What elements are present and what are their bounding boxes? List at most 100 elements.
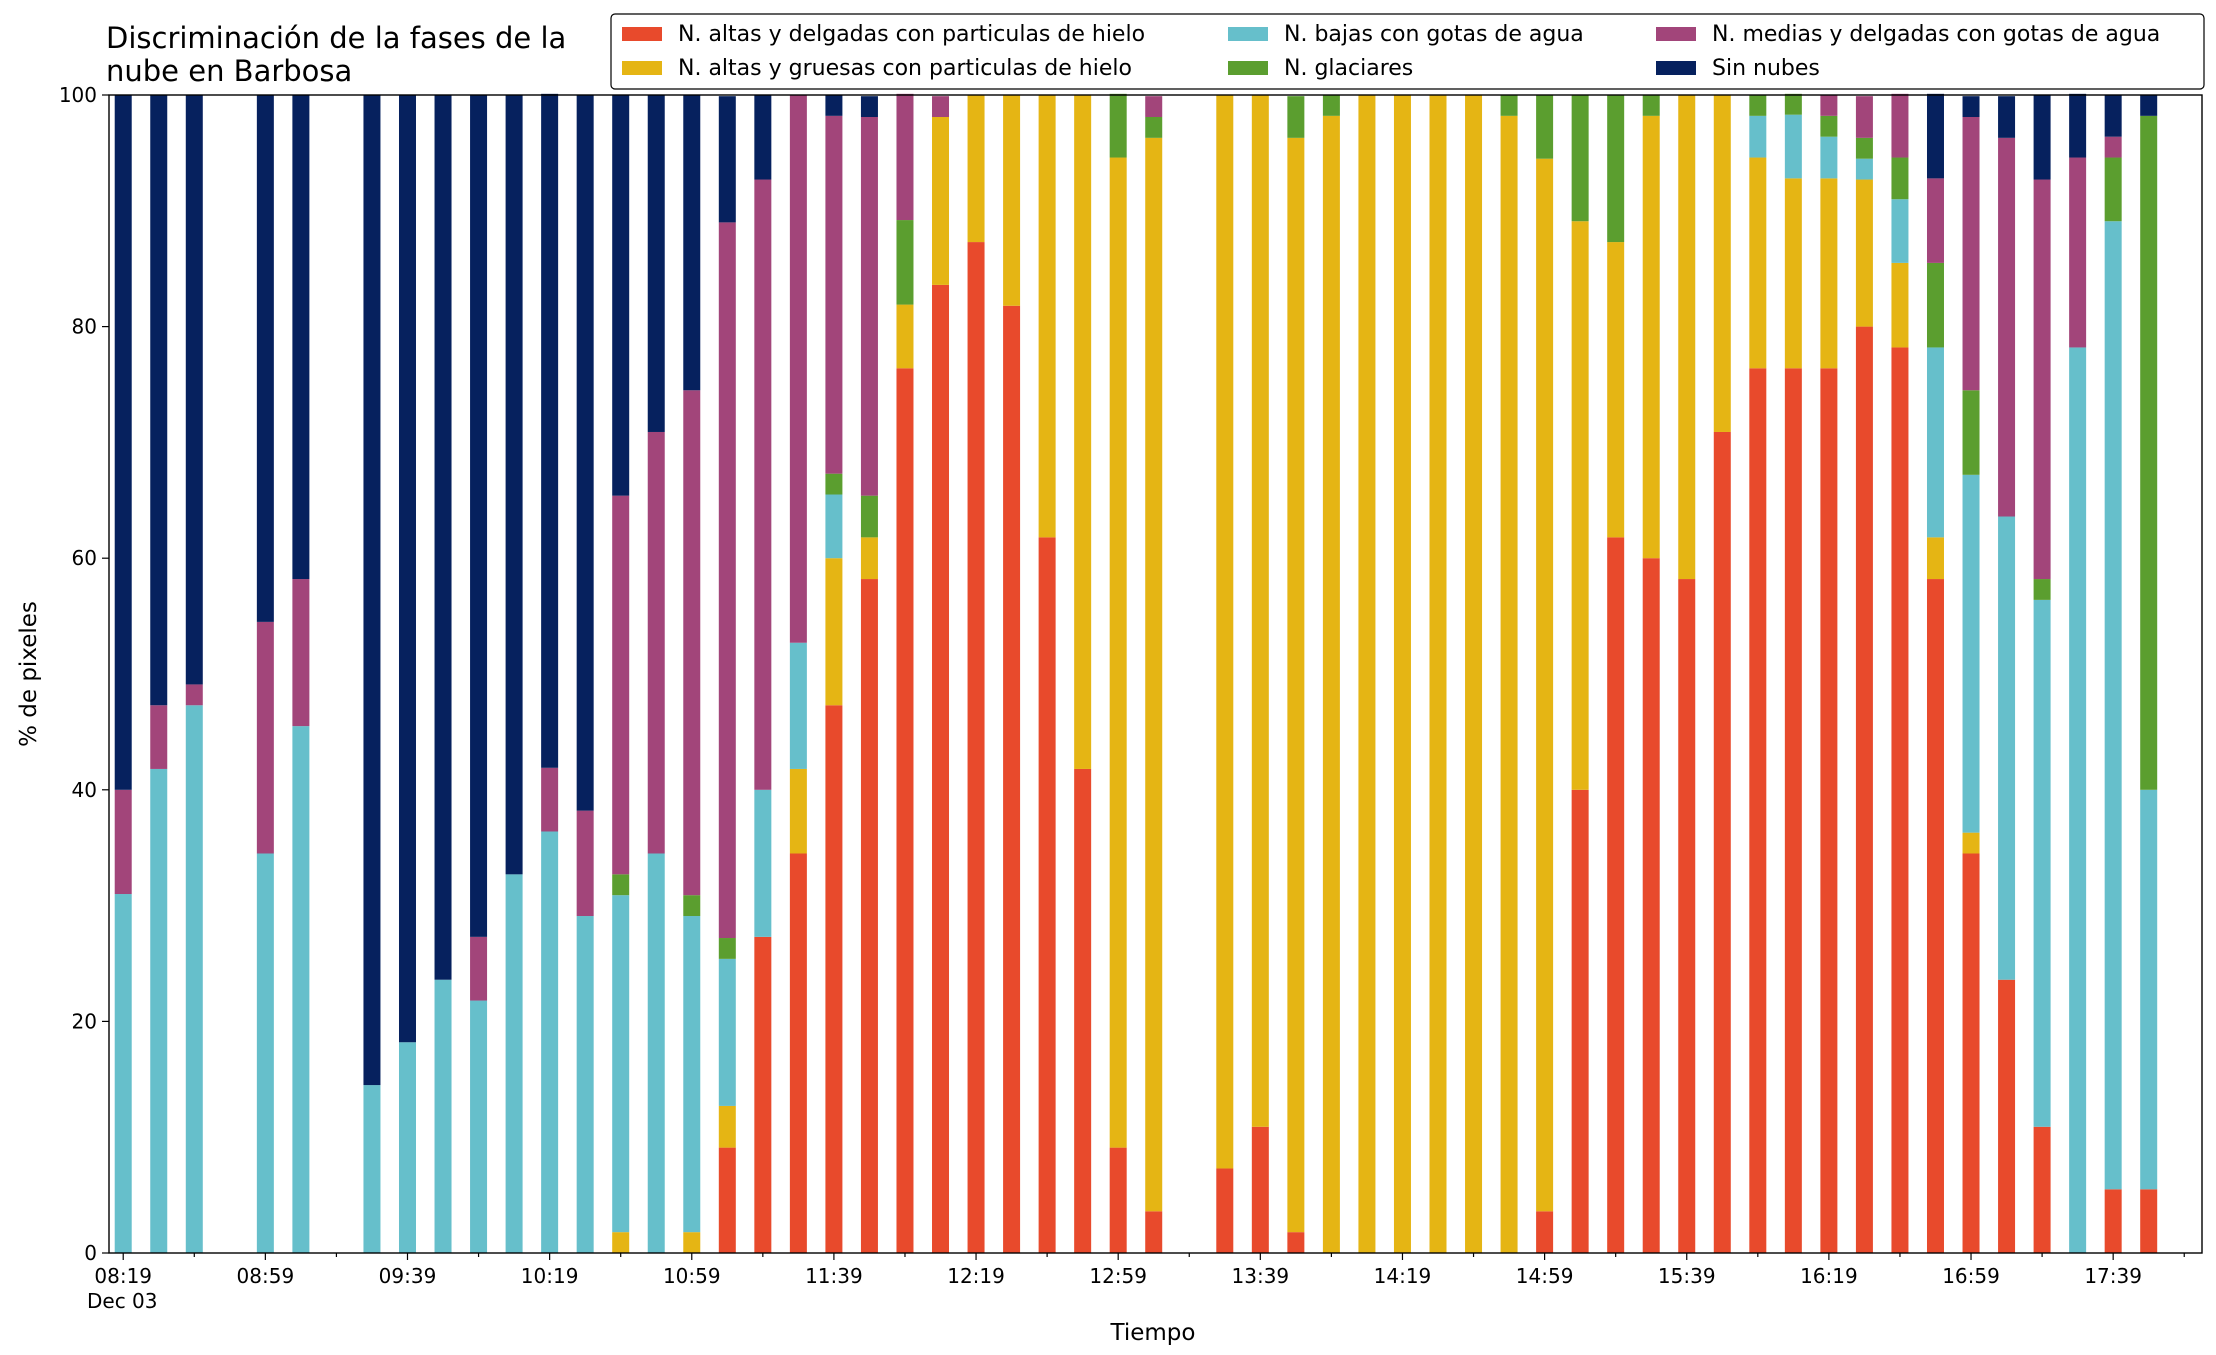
bar-segment	[683, 95, 701, 391]
bar-segment	[1926, 93, 1944, 179]
bar-segment	[185, 705, 203, 1253]
bar-segment	[1962, 96, 1980, 118]
bar-segment	[612, 874, 630, 896]
x-date-label: Dec 03	[87, 1289, 158, 1313]
bar-segment	[1322, 115, 1340, 1254]
bar-segment	[896, 93, 914, 221]
bar-segment	[1003, 305, 1021, 1254]
bar-segment	[292, 95, 310, 580]
y-tick-label: 100	[59, 83, 97, 107]
bar-segment	[541, 767, 559, 832]
bar-segment	[612, 95, 630, 496]
y-axis-label: % de pixeles	[16, 601, 42, 747]
bar-segment	[1998, 137, 2016, 517]
bar-segment	[363, 95, 381, 1086]
bar-segment	[1642, 95, 1660, 116]
bar-segment	[1429, 95, 1447, 1253]
bar-segment	[896, 368, 914, 1254]
legend-box	[610, 13, 2205, 90]
bar-segment	[932, 96, 950, 118]
bar-segment	[1536, 158, 1554, 1212]
bar-segment	[683, 390, 701, 896]
y-tick-label: 40	[72, 778, 97, 802]
bar-segment	[1891, 262, 1909, 348]
bar-segment	[1962, 832, 1980, 854]
bar-segment	[1926, 178, 1944, 263]
bar-segment	[505, 95, 523, 875]
legend-swatch	[1656, 61, 1696, 75]
bar-segment	[1642, 115, 1660, 559]
bar-segment	[1855, 326, 1873, 1254]
bar-segment	[825, 494, 843, 559]
bar-segment	[1571, 789, 1589, 1253]
bar-segment	[256, 95, 274, 622]
bar-segment	[1784, 368, 1802, 1254]
bar-segment	[2104, 1189, 2122, 1253]
bar-segment	[1855, 179, 1873, 327]
bar-segment	[1607, 95, 1625, 243]
x-tick-label: 13:39	[1232, 1264, 1290, 1288]
bar-segment	[1926, 347, 1944, 538]
x-tick-label: 16:59	[1942, 1264, 2000, 1288]
legend-label: N. bajas con gotas de agua	[1284, 22, 1584, 47]
bar-segment	[1820, 368, 1838, 1254]
x-tick-label: 15:39	[1658, 1264, 1716, 1288]
bar-segment	[292, 726, 310, 1253]
bar-segment	[789, 853, 807, 1253]
bar-segment	[683, 916, 701, 1233]
bar-segment	[754, 179, 772, 790]
bar-segment	[1251, 1126, 1269, 1253]
bar-segment	[1855, 137, 1873, 159]
bar-segment	[1891, 93, 1909, 158]
bar-segment	[1216, 1168, 1234, 1253]
x-tick-label: 16:19	[1800, 1264, 1858, 1288]
bar-segment	[718, 96, 736, 223]
legend-label: N. glaciares	[1284, 56, 1413, 81]
bar-segment	[2104, 157, 2122, 222]
bar-segment	[2033, 95, 2051, 180]
legend-label: N. medias y delgadas con gotas de agua	[1712, 22, 2160, 47]
bar-segment	[1820, 178, 1838, 369]
bar-segment	[150, 705, 168, 769]
bar-segment	[1678, 95, 1696, 580]
x-tick-label: 12:19	[947, 1264, 1005, 1288]
bar-segment	[1962, 390, 1980, 475]
bar-segment	[718, 958, 736, 1106]
bar-segment	[967, 242, 985, 1254]
bar-segment	[1998, 516, 2016, 980]
bar-segment	[2140, 95, 2158, 116]
bar-segment	[1074, 768, 1092, 1253]
bar-segment	[1962, 853, 1980, 1253]
bar-segment	[185, 95, 203, 685]
bar-segment	[612, 495, 630, 875]
bar-segment	[2033, 179, 2051, 580]
bar-segment	[2069, 347, 2087, 1254]
bar-segment	[1251, 95, 1269, 1127]
bar-segment	[1678, 579, 1696, 1253]
bar-segment	[470, 95, 488, 937]
bar-segment	[1855, 96, 1873, 138]
bar-segment	[1820, 136, 1838, 179]
bar-segment	[576, 95, 594, 811]
bar-segment	[1038, 95, 1056, 538]
bar-segment	[2033, 599, 2051, 1127]
x-tick-label: 12:59	[1089, 1264, 1147, 1288]
bar-segment	[754, 95, 772, 180]
bar-segment	[1465, 95, 1483, 1253]
bar-segment	[1287, 137, 1305, 1233]
bar-segment	[860, 537, 878, 580]
bar-segment	[256, 853, 274, 1253]
bar-segment	[1145, 1211, 1163, 1253]
bar-segment	[398, 95, 416, 1043]
bar-segment	[363, 1085, 381, 1253]
bar-segment	[1216, 95, 1234, 1169]
legend-swatch	[1228, 27, 1268, 41]
bar-segment	[1607, 242, 1625, 538]
bar-segment	[541, 93, 559, 768]
bar-segment	[1784, 114, 1802, 179]
bar-segment	[114, 95, 132, 790]
bar-segment	[1891, 199, 1909, 263]
x-tick-label: 14:59	[1516, 1264, 1574, 1288]
bar-segment	[1749, 95, 1767, 116]
